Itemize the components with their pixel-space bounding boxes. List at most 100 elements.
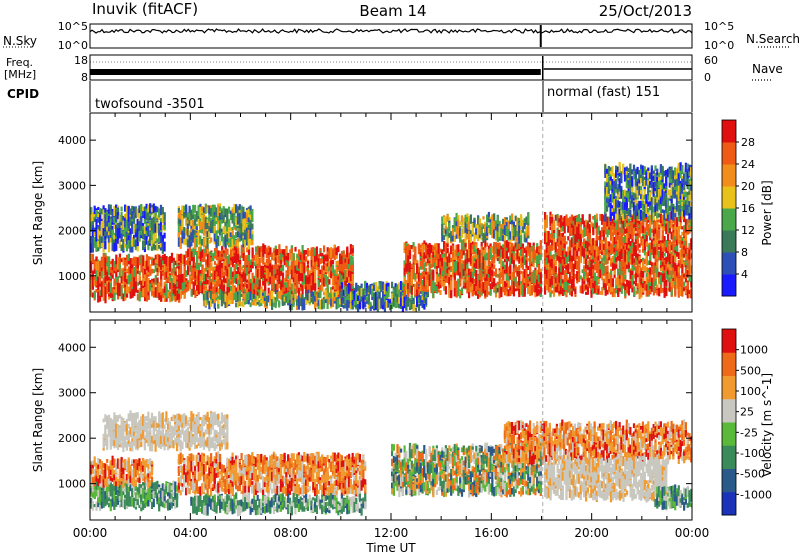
scatter-cell [412, 247, 415, 253]
scatter-cell [398, 297, 401, 306]
scatter-cell [532, 246, 535, 254]
scatter-cell [169, 293, 172, 303]
scatter-cell [100, 287, 103, 298]
scatter-cell [335, 291, 338, 301]
scatter-cell [117, 284, 120, 294]
scatter-cell [360, 296, 363, 301]
scatter-band-6 [403, 239, 542, 299]
scatter-cell [457, 227, 460, 233]
scatter-cell [228, 268, 231, 279]
scatter-cell [201, 249, 204, 258]
scatter-cell [158, 208, 161, 212]
scatter-cell [244, 267, 247, 274]
scatter-cell [177, 208, 180, 213]
scatter-cell [118, 288, 121, 297]
scatter-cell [117, 268, 120, 273]
scatter-cell [423, 243, 426, 250]
scatter-cell [444, 233, 447, 237]
scatter-cell [100, 208, 103, 215]
scatter-cell [396, 302, 399, 308]
scatter-cell [410, 263, 413, 268]
scatter-cell [170, 271, 174, 275]
scatter-cell [281, 272, 285, 281]
scatter-cell [314, 296, 317, 302]
scatter-cell [423, 272, 426, 277]
scatter-cell [219, 250, 222, 261]
scatter-cell [507, 266, 510, 277]
scatter-cell [145, 222, 148, 228]
scatter-cell [158, 265, 161, 273]
scatter-cell [443, 274, 446, 280]
scatter-cell [525, 277, 528, 286]
scatter-cell [319, 290, 322, 298]
scatter-cell [351, 305, 354, 310]
scatter-cell [108, 256, 111, 267]
scatter-cell [292, 282, 295, 293]
scatter-cell [174, 277, 177, 287]
scatter-cell [231, 209, 234, 214]
scatter-cell [108, 276, 111, 280]
scatter-cell [432, 272, 435, 282]
scatter-cell [213, 267, 217, 271]
scatter-cell [127, 240, 130, 249]
scatter-cell [192, 258, 195, 268]
scatter-cell [537, 246, 541, 256]
scatter-cell [145, 211, 148, 221]
scatter-cell [255, 284, 258, 289]
scatter-cell [161, 267, 165, 271]
scatter-cell [118, 257, 121, 266]
scatter-cell [423, 252, 426, 259]
scatter-cell [457, 278, 460, 289]
scatter-cell [192, 286, 195, 292]
scatter-cell [317, 279, 320, 287]
scatter-cell [274, 257, 277, 266]
scatter-cell [271, 252, 274, 261]
scatter-cell [509, 231, 512, 237]
scatter-cell [120, 211, 123, 221]
scatter-cell [156, 277, 159, 284]
scatter-cell [290, 248, 293, 257]
scatter-cell [323, 245, 326, 253]
scatter-cell [337, 286, 340, 296]
scatter-cell [237, 274, 240, 280]
scatter-cell [308, 283, 311, 294]
scatter-cell [478, 286, 481, 298]
scatter-cell [255, 268, 258, 280]
scatter-cell [274, 254, 277, 260]
scatter-cell [251, 272, 254, 279]
scatter-cell [206, 237, 209, 249]
scatter-cell [231, 238, 234, 249]
scatter-cell [161, 241, 164, 250]
scatter-cell [505, 289, 508, 297]
scatter-cell [144, 268, 147, 278]
scatter-cell [493, 233, 496, 239]
scatter-cell [520, 230, 523, 240]
scatter-cell [475, 224, 478, 232]
scatter-cell [156, 289, 159, 297]
scatter-cell [176, 281, 179, 287]
scatter-cell [158, 254, 161, 264]
scatter-cell [235, 274, 238, 279]
scatter-cell [242, 206, 245, 217]
scatter-cell [91, 241, 94, 253]
scatter-cell [486, 222, 489, 227]
scatter-cell [348, 294, 351, 300]
scatter-cell [136, 289, 139, 293]
scatter-cell [403, 242, 406, 249]
scatter-cell [464, 264, 467, 271]
scatter-cell [549, 250, 552, 257]
scatter-cell [135, 281, 138, 291]
scatter-cell [156, 267, 159, 273]
scatter-cell [190, 232, 193, 240]
scatter-cell [505, 265, 508, 274]
scatter-cell [242, 212, 245, 222]
scatter-cell [423, 294, 426, 304]
scatter-cell [392, 288, 395, 296]
scatter-cell [335, 297, 338, 306]
scatter-cell [136, 293, 139, 301]
scatter-cell [502, 227, 505, 234]
scatter-cell [484, 286, 487, 297]
scatter-cell [441, 281, 444, 287]
scatter-cell [249, 291, 252, 301]
scatter-cell [290, 287, 293, 298]
